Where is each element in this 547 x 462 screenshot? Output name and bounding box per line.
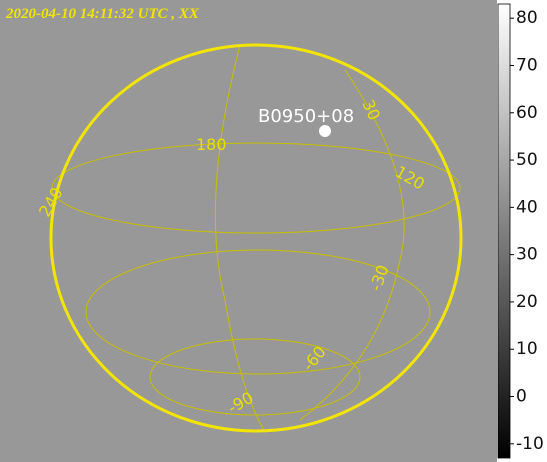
grid-label: 180 bbox=[196, 135, 227, 154]
page: B0950+08 30 180 120 240 -30 -60 -90 2020… bbox=[0, 0, 547, 462]
colorbar-tick-label: 20 bbox=[516, 292, 538, 312]
colorbar-tick-label: 50 bbox=[516, 150, 538, 170]
colorbar-tick-label: 10 bbox=[516, 339, 538, 359]
sky-image-view: B0950+08 30 180 120 240 -30 -60 -90 2020… bbox=[0, 0, 547, 462]
colorbar-tick-label: 80 bbox=[516, 8, 538, 28]
image-title: 2020-04-10 14:11:32 UTC , XX bbox=[5, 6, 200, 22]
colorbar-tick-label: 0 bbox=[516, 387, 527, 407]
colorbar-tick-label: 60 bbox=[516, 103, 538, 123]
colorbar-tick-label: 70 bbox=[516, 55, 538, 75]
colorbar-tick-label: -10 bbox=[516, 434, 544, 454]
source-label: B0950+08 bbox=[258, 106, 354, 127]
colorbar bbox=[498, 4, 510, 458]
colorbar-tick-label: 40 bbox=[516, 197, 538, 217]
colorbar-tick-label: 30 bbox=[516, 245, 538, 265]
